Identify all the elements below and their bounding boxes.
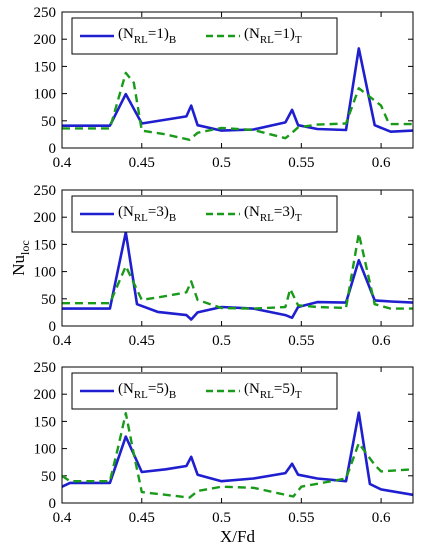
x-tick-label: 0.5 (212, 333, 231, 349)
legend-box (71, 195, 338, 233)
x-tick-label: 0.4 (53, 333, 72, 349)
series-line-B-panel-1 (62, 47, 413, 133)
legend: (NRL=5)B (NRL=5)T (71, 372, 338, 410)
y-tick-label: 250 (34, 360, 57, 376)
x-tick-label: 0.45 (129, 510, 155, 526)
axes-frame (61, 189, 414, 327)
legend-box (71, 372, 338, 410)
panel-2: 0 50 100 150 200 250 0.4 0.45 0.5 0.55 0.6 (NRL=3)B… (34, 183, 414, 349)
y-tick-label: 150 (34, 414, 57, 430)
legend-label-B: (NRL=5)B (118, 381, 176, 401)
y-tick-label: 100 (34, 442, 57, 458)
legend-box (71, 17, 338, 55)
y-tick-label: 50 (41, 292, 56, 308)
series-line-B-panel-3 (62, 411, 413, 497)
y-tick-label: 0 (49, 496, 57, 512)
axes-frame (61, 366, 414, 504)
y-tick-label: 150 (34, 59, 57, 75)
y-tick-label: 150 (34, 237, 57, 253)
panel-1: 0 50 100 150 200 250 0.4 0.45 0.5 0.55 0.6 (NRL=1)B… (34, 5, 414, 171)
legend: (NRL=3)B (NRL=3)T (71, 195, 338, 233)
x-tick-label: 0.55 (288, 510, 314, 526)
x-tick-label: 0.5 (212, 510, 231, 526)
legend-label-T: (NRL=3)T (244, 204, 302, 224)
y-axis-label: Nuloc (9, 240, 32, 275)
x-axis-label: X/Fd (220, 527, 255, 546)
y-tick-label: 200 (34, 387, 57, 403)
y-tick-label: 50 (41, 469, 56, 485)
x-tick-label: 0.55 (288, 155, 314, 171)
series-line-T-panel-3 (62, 412, 413, 499)
x-tick-label: 0.4 (53, 510, 72, 526)
x-tick-label: 0.6 (372, 155, 391, 171)
x-tick-label: 0.45 (129, 155, 155, 171)
x-tick-label: 0.4 (53, 155, 72, 171)
series-line-T-panel-1 (62, 71, 413, 142)
y-tick-label: 200 (34, 32, 57, 48)
y-tick-label: 50 (41, 114, 56, 130)
x-tick-label: 0.6 (372, 333, 391, 349)
legend-label-T: (NRL=1)T (244, 26, 302, 46)
y-tick-label: 100 (34, 87, 57, 103)
y-tick-label: 200 (34, 210, 57, 226)
axes-frame (61, 11, 414, 149)
panel-3: 0 50 100 150 200 250 0.4 0.45 0.5 0.55 0.6 (NRL=5)B… (34, 360, 414, 526)
y-tick-label: 0 (49, 319, 57, 335)
legend-label-B: (NRL=3)B (118, 204, 176, 224)
legend-label-B: (NRL=1)B (118, 26, 176, 46)
legend-label-T: (NRL=5)T (244, 381, 302, 401)
x-tick-label: 0.45 (129, 333, 155, 349)
x-tick-label: 0.5 (212, 155, 231, 171)
y-tick-label: 250 (34, 183, 57, 199)
series-line-B-panel-2 (62, 231, 413, 321)
y-tick-label: 250 (34, 5, 57, 21)
legend: (NRL=1)B (NRL=1)T (71, 17, 338, 55)
x-tick-label: 0.55 (288, 333, 314, 349)
x-tick-label: 0.6 (372, 510, 391, 526)
y-tick-label: 0 (49, 141, 57, 157)
y-tick-label: 100 (34, 265, 57, 281)
